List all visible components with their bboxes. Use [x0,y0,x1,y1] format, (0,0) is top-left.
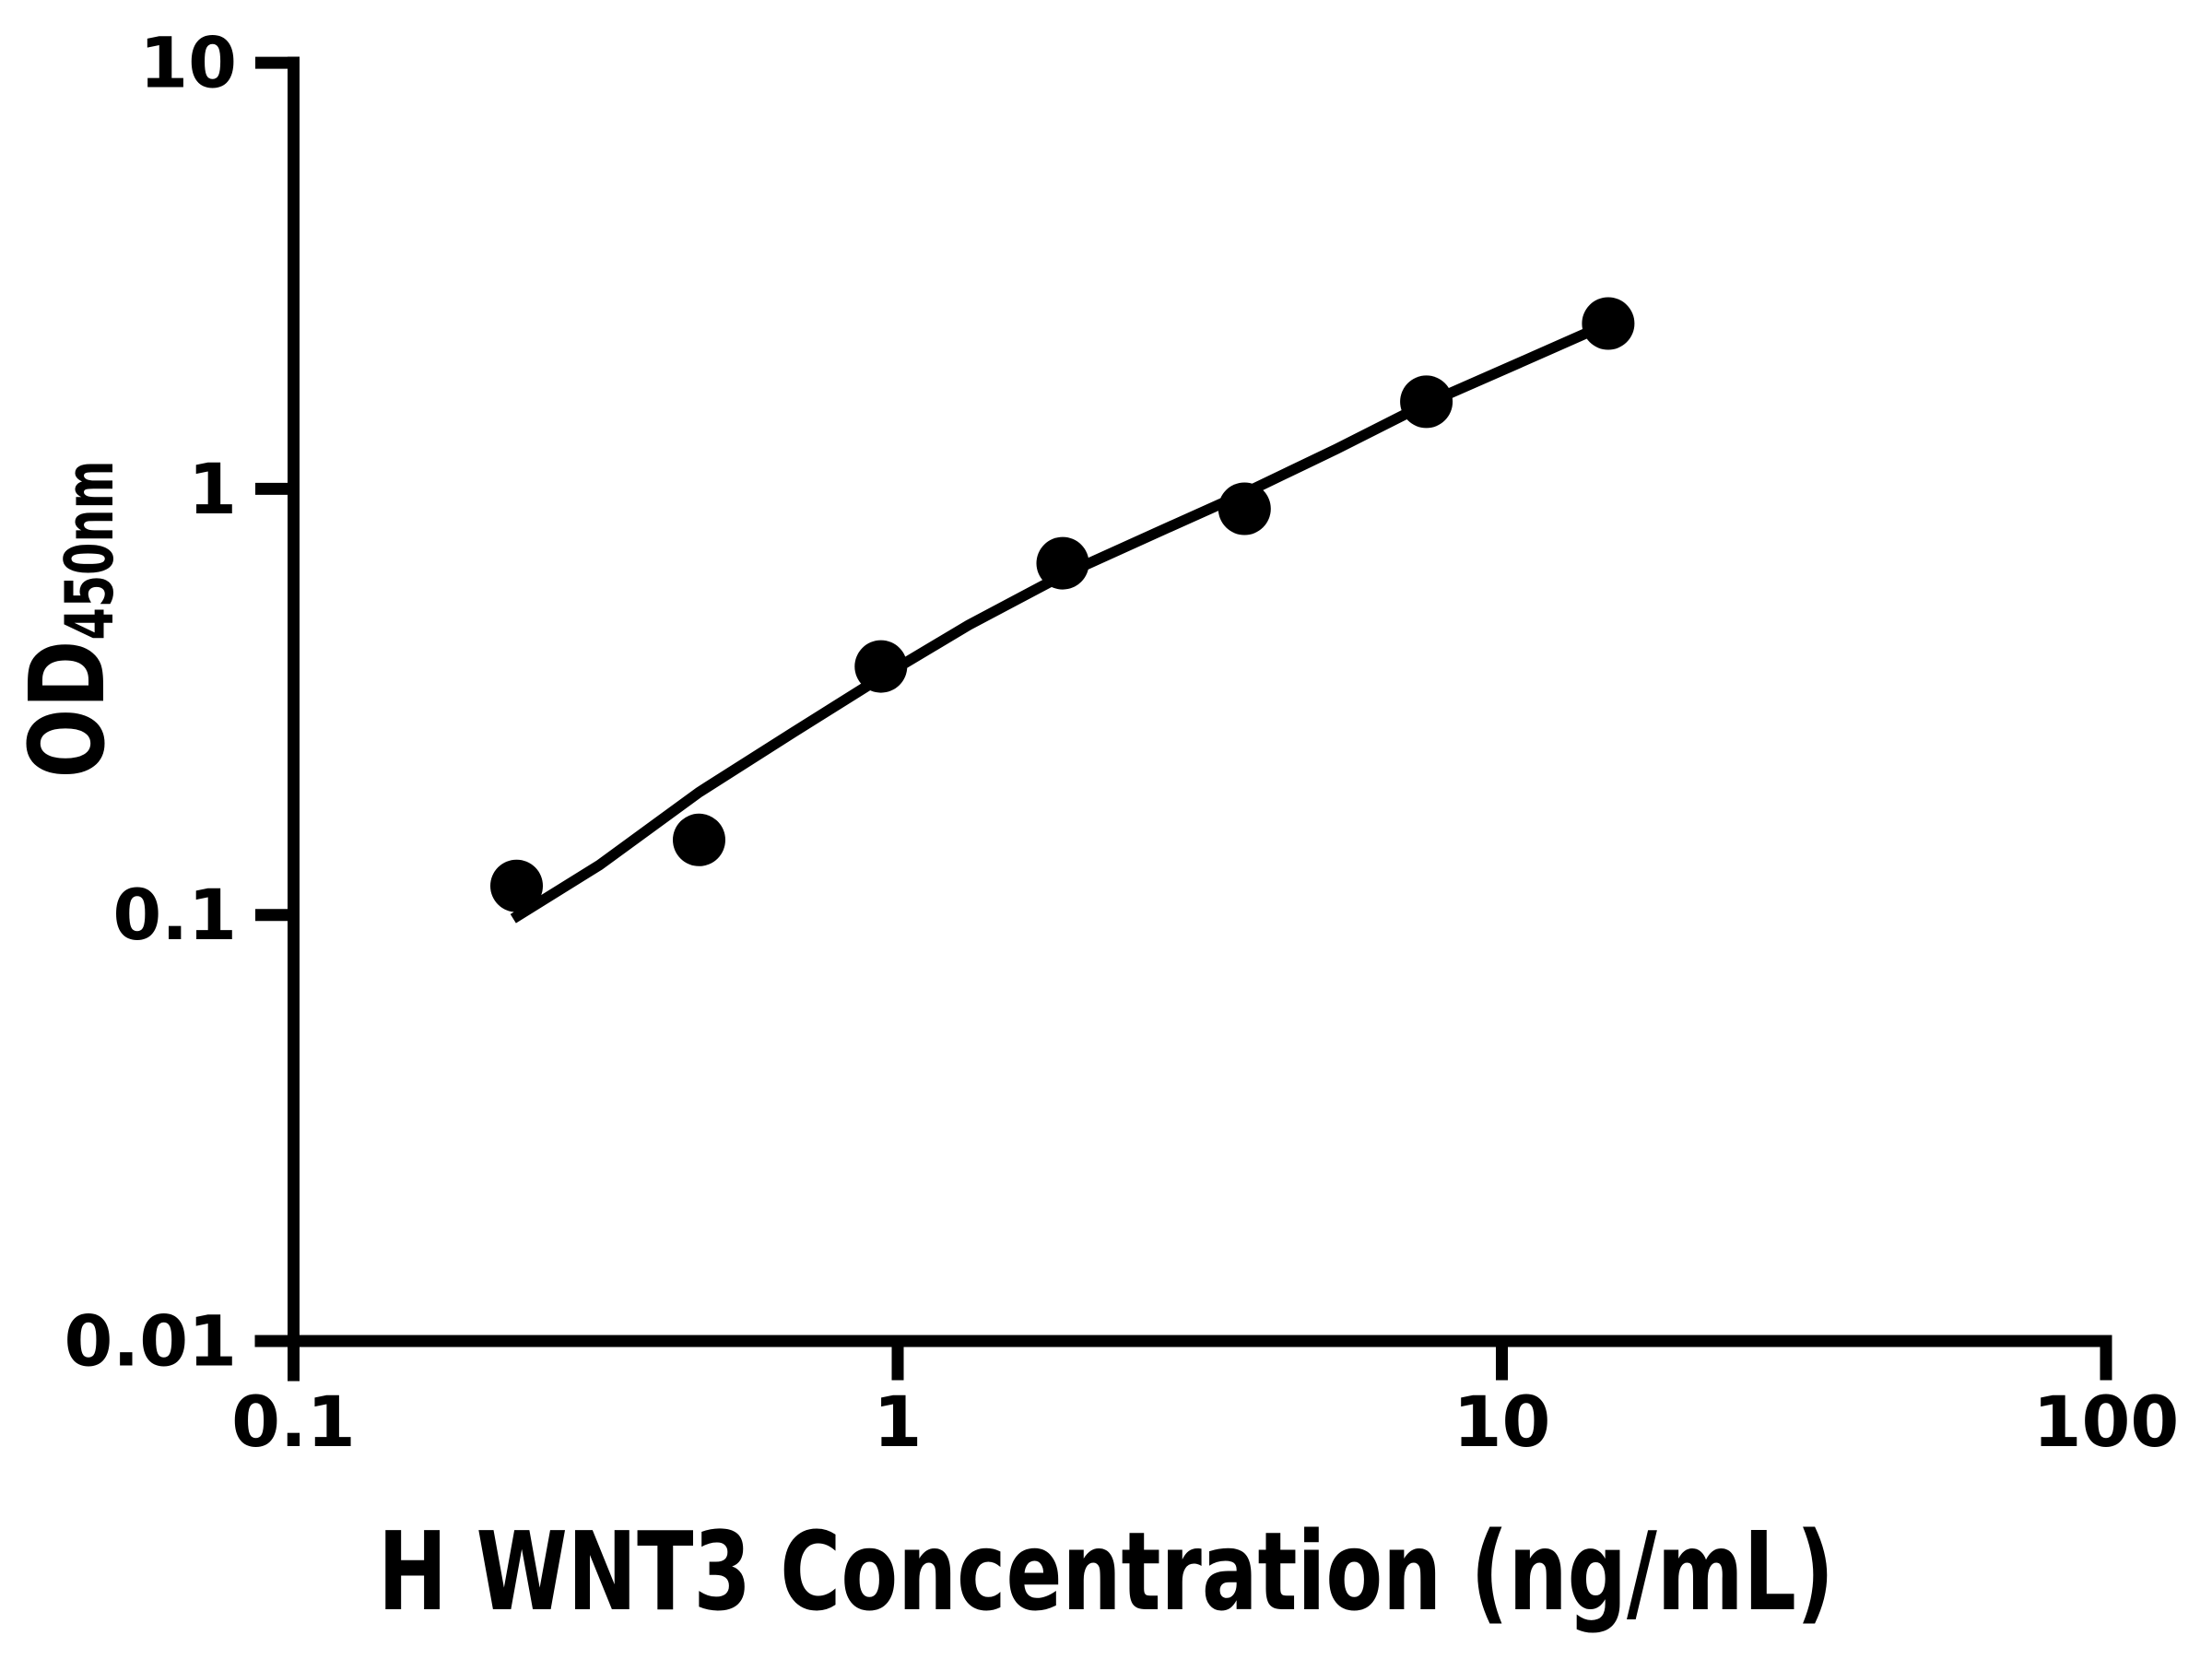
y-tick-label: 0.1 [112,874,237,956]
x-tick-label: 1 [874,1381,923,1463]
data-point-marker [1218,482,1271,535]
y-axis-ticks [255,56,294,922]
data-point-marker [1036,536,1089,590]
y-axis-title-subscript: 450nm [51,461,128,641]
x-axis-ticks [891,1341,2112,1381]
y-axis-title-main: OD [8,641,128,779]
y-axis-title: OD450nm [8,461,128,779]
x-axis-title: H WNT3 Concentration (ng/mL) [378,1508,1834,1635]
axes [254,56,2112,1382]
data-point-marker [490,859,543,912]
y-tick-label: 0.01 [64,1300,237,1382]
data-point-marker [673,813,725,866]
x-axis-tick-labels: 0.1 1 10 100 [231,1381,2179,1463]
y-tick-label: 1 [188,448,237,530]
x-tick-label: 0.1 [231,1381,356,1463]
y-axis-tick-labels: 0.01 0.1 1 10 [64,22,237,1382]
y-tick-label: 10 [139,22,237,104]
data-points [490,297,1635,912]
data-point-marker [1400,375,1453,429]
data-point-marker [854,640,908,693]
data-point-marker [1582,297,1635,350]
x-tick-label: 100 [2033,1381,2180,1463]
x-tick-label: 10 [1453,1381,1551,1463]
